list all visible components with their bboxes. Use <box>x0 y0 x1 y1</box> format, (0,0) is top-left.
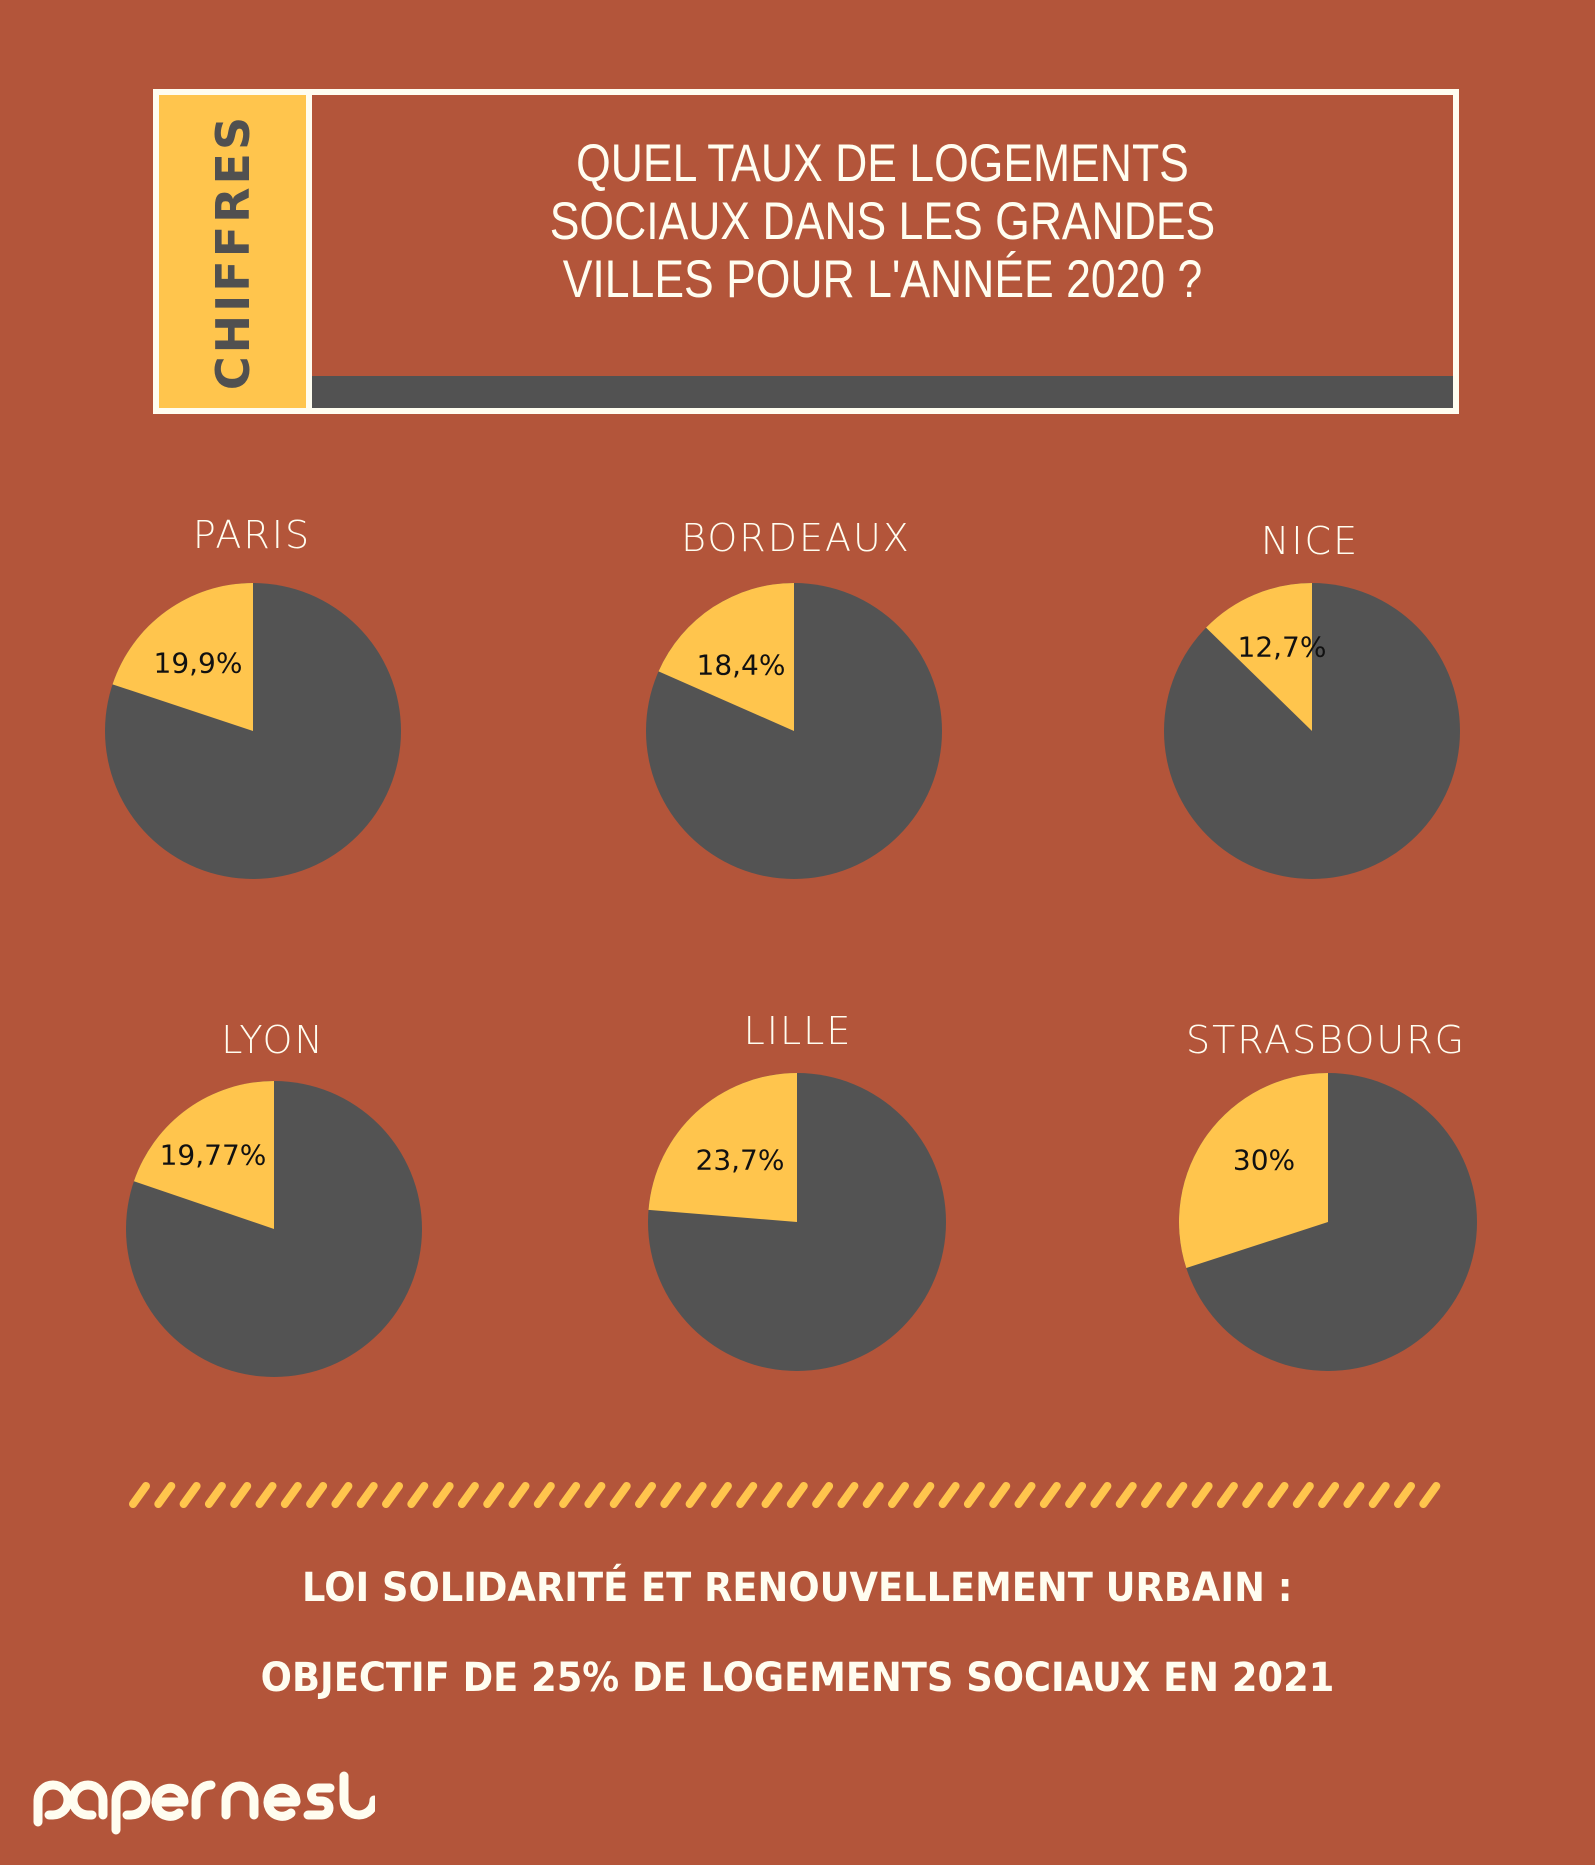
pie-chart-paris <box>105 583 401 879</box>
stripe <box>230 1482 252 1508</box>
stripe <box>154 1482 176 1508</box>
city-label-lyon: LYON <box>221 1018 325 1062</box>
stripe <box>1242 1482 1264 1508</box>
title-line-3: VILLES POUR L'ANNÉE 2020 ? <box>562 250 1203 309</box>
title-line-2: SOCIAUX DANS LES GRANDES <box>549 192 1216 251</box>
pct-label-paris: 19,9% <box>153 646 243 680</box>
stripe <box>913 1482 935 1508</box>
stripe <box>1368 1482 1390 1508</box>
stripe <box>255 1482 277 1508</box>
stripe <box>457 1482 479 1508</box>
stripe <box>1292 1482 1314 1508</box>
pie-slice-social-housing <box>112 583 253 731</box>
category-tag: CHIFFRES <box>159 95 312 408</box>
stripe <box>129 1482 150 1508</box>
stripe <box>1267 1482 1289 1508</box>
stripe <box>356 1482 378 1508</box>
stripe <box>786 1482 808 1508</box>
stripe <box>635 1482 656 1508</box>
striped-divider <box>129 1482 1441 1508</box>
stripe <box>1039 1482 1061 1508</box>
stripe <box>432 1482 454 1508</box>
stripe <box>1166 1482 1188 1508</box>
stripe <box>179 1482 201 1508</box>
pie-chart-strasbourg <box>1179 1073 1477 1371</box>
papernest-logo: papernest <box>33 1771 375 1835</box>
stripe <box>533 1482 555 1508</box>
pie-slice-social-housing <box>1206 583 1312 731</box>
stripe <box>989 1482 1011 1508</box>
stripe <box>1394 1482 1415 1508</box>
category-tag-label: CHIFFRES <box>205 113 260 390</box>
header-box: CHIFFRES QUEL TAUX DE LOGEMENTS SOCIAUX … <box>153 89 1459 414</box>
stripe <box>837 1482 859 1508</box>
pie-slice-social-housing <box>658 583 794 731</box>
pie-chart-lyon <box>126 1081 422 1377</box>
stripe <box>609 1482 631 1508</box>
stripe <box>862 1482 884 1508</box>
stripe <box>710 1482 732 1508</box>
stripe <box>812 1482 834 1508</box>
footer-objective: OBJECTIF DE 25% DE LOGEMENTS SOCIAUX EN … <box>0 1655 1595 1701</box>
stripe <box>407 1482 429 1508</box>
pct-label-lyon: 19,77% <box>159 1138 267 1172</box>
stripe <box>1090 1482 1112 1508</box>
stripe <box>1191 1482 1213 1508</box>
footer-law-title-text: LOI SOLIDARITÉ ET RENOUVELLEMENT URBAIN … <box>302 1565 1293 1611</box>
stripe <box>280 1482 302 1508</box>
pie-chart-lille <box>648 1073 946 1371</box>
pie-chart-bordeaux <box>646 583 942 879</box>
stripe <box>736 1482 758 1508</box>
stripe <box>1343 1482 1365 1508</box>
stripe <box>1318 1482 1340 1508</box>
footer-law-title: LOI SOLIDARITÉ ET RENOUVELLEMENT URBAIN … <box>0 1565 1595 1611</box>
stripe <box>761 1482 783 1508</box>
stripe <box>1115 1482 1137 1508</box>
stripe <box>1419 1482 1441 1508</box>
stripe <box>1014 1482 1036 1508</box>
city-label-strasbourg: STRASBOURG <box>1185 1018 1467 1062</box>
pie-slice-social-housing <box>1179 1073 1328 1269</box>
pct-label-nice: 12,7% <box>1237 630 1327 664</box>
title-line-1: QUEL TAUX DE LOGEMENTS <box>576 134 1189 193</box>
city-label-nice: NICE <box>1260 519 1360 563</box>
pct-label-lille: 23,7% <box>695 1143 785 1177</box>
pie-slice-social-housing <box>133 1081 274 1229</box>
stripe <box>559 1482 581 1508</box>
stripe <box>1065 1482 1087 1508</box>
stripe <box>584 1482 606 1508</box>
stripe <box>1216 1482 1238 1508</box>
stripe <box>306 1482 328 1508</box>
stripe <box>382 1482 403 1508</box>
pct-label-strasbourg: 30% <box>1232 1143 1296 1177</box>
city-label-paris: PARIS <box>192 513 312 557</box>
stripe <box>888 1482 909 1508</box>
header-accent-bar <box>312 376 1453 408</box>
pct-label-bordeaux: 18,4% <box>696 648 786 682</box>
stripe <box>331 1482 353 1508</box>
stripe <box>963 1482 985 1508</box>
pie-chart-nice <box>1164 583 1460 879</box>
city-label-lille: LILLE <box>743 1009 853 1053</box>
stripe <box>938 1482 960 1508</box>
pie-slice-social-housing <box>648 1073 797 1222</box>
stripe <box>483 1482 505 1508</box>
stripe <box>660 1482 682 1508</box>
stripe <box>1141 1482 1162 1508</box>
stripe <box>204 1482 226 1508</box>
page-title: QUEL TAUX DE LOGEMENTS SOCIAUX DANS LES … <box>312 135 1453 309</box>
stripe <box>685 1482 707 1508</box>
stripe <box>508 1482 530 1508</box>
footer-objective-text: OBJECTIF DE 25% DE LOGEMENTS SOCIAUX EN … <box>260 1655 1335 1701</box>
city-label-bordeaux: BORDEAUX <box>681 516 911 560</box>
